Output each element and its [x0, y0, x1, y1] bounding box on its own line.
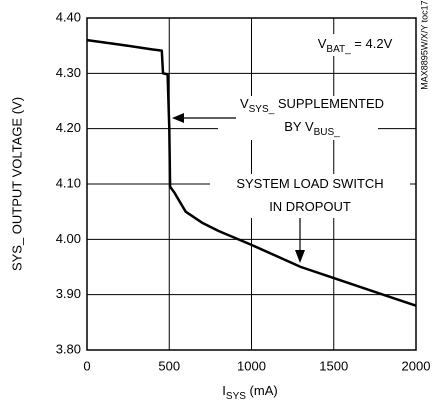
x-tick-label: 500: [158, 358, 180, 373]
plot: [86, 34, 417, 307]
text-part: BY V: [284, 119, 314, 134]
y-tick-label: 3.80: [56, 341, 81, 356]
annotation: VSYS_​ SUPPLEMENTED: [240, 96, 384, 114]
text-part: (mA): [246, 383, 278, 398]
arrow-head: [172, 113, 184, 123]
y-tick-label: 4.40: [56, 9, 81, 24]
text-part: = 4.2V: [351, 36, 393, 51]
text-part: SYS: [226, 391, 246, 402]
text-part: V: [318, 36, 327, 51]
annotation: SYSTEM LOAD SWITCH: [236, 176, 383, 191]
annotation: VBAT_​ = 4.2V: [318, 36, 393, 54]
y-tick-label: 3.90: [56, 286, 81, 301]
arrow-head: [295, 250, 305, 263]
text-part: BAT_: [326, 44, 351, 55]
labels: 3.80 3.90 4.00 4.10 4.20 4.30 4.40 0 500 1000 1500…: [56, 9, 431, 401]
annotation-background: [305, 34, 413, 56]
text-part: BUS_: [314, 127, 341, 138]
text-part: IN DROPOUT: [269, 199, 351, 214]
y-tick-label: 4.00: [56, 231, 81, 246]
text-part: SYSTEM LOAD SWITCH: [236, 176, 383, 191]
line: [86, 38, 417, 307]
text-part: I: [222, 383, 226, 398]
annotation-background: [210, 174, 410, 218]
x-tick-label: 2000: [402, 358, 431, 373]
side-note: MAX8895W/X/Y toc17: [419, 0, 429, 89]
annotation: IN DROPOUT: [269, 199, 351, 214]
text-part: SUPPLEMENTED: [274, 96, 384, 111]
x-tick-label: 1000: [237, 358, 266, 373]
x-axis-label: ISYS​ (mA): [222, 383, 277, 401]
text-part: SYS_: [249, 104, 275, 115]
y-tick-label: 4.30: [56, 65, 81, 80]
y-tick-label: 4.20: [56, 120, 81, 135]
text-part: V: [240, 96, 249, 111]
annotation-background: [218, 96, 378, 140]
x-tick-label: 1500: [319, 358, 348, 373]
annotation: BY VBUS_​: [284, 119, 340, 137]
plot-frame: [86, 17, 417, 351]
x-tick-label: 0: [83, 358, 90, 373]
y-tick-label: 4.10: [56, 175, 81, 190]
y-axis-label: SYS_ OUTPUT VOLTAGE (V): [9, 97, 24, 271]
